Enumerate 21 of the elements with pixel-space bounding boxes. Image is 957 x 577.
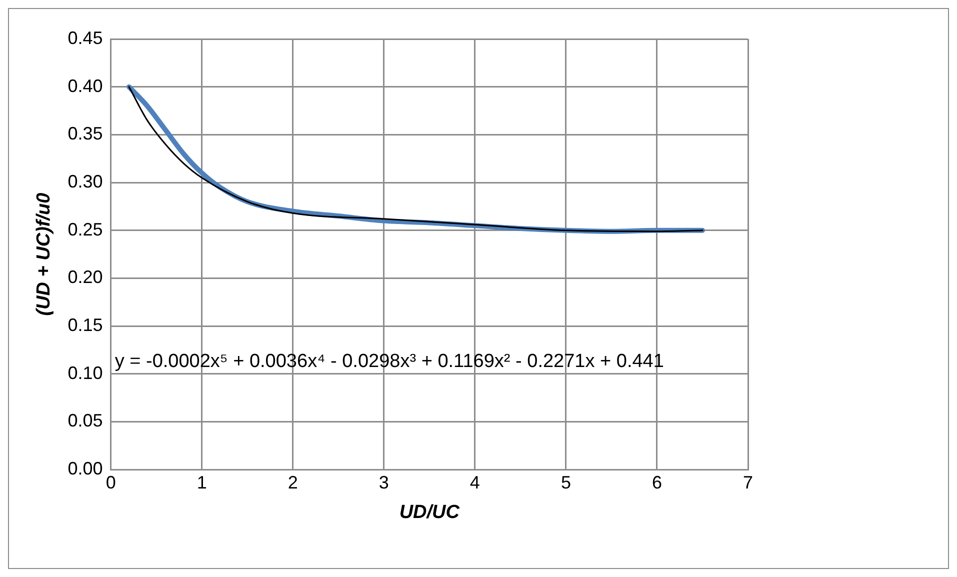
y-axis-title: (UD + UC)f/u0 <box>34 192 55 316</box>
x-tick-label: 5 <box>560 472 571 492</box>
x-axis-title: UD/UC <box>399 502 460 523</box>
y-tick-label: 0.40 <box>68 76 103 96</box>
x-tick-label: 2 <box>288 472 298 492</box>
y-tick-label: 0.00 <box>68 458 103 479</box>
x-tick-label: 3 <box>378 472 389 492</box>
x-tick-label: 0 <box>106 472 116 492</box>
x-tick-label: 1 <box>196 472 207 492</box>
y-tick-label: 0.20 <box>68 267 103 288</box>
x-tick-label: 4 <box>470 472 480 492</box>
y-tick-label: 0.10 <box>68 362 103 383</box>
y-tick-label: 0.30 <box>68 172 103 192</box>
x-tick-label: 6 <box>652 472 662 492</box>
x-tick-label: 7 <box>742 472 754 492</box>
y-tick-label: 0.45 <box>68 28 103 48</box>
y-tick-label: 0.35 <box>68 124 103 144</box>
annotation: y = -0.0002x⁵ + 0.0036x⁴ - 0.0298x³ + 0.1169x² - 0.2271x + 0.441 <box>114 351 664 372</box>
y-tick-label: 0.15 <box>68 315 103 336</box>
y-tick-label: 0.25 <box>68 219 103 240</box>
y-tick-label: 0.05 <box>68 410 103 431</box>
